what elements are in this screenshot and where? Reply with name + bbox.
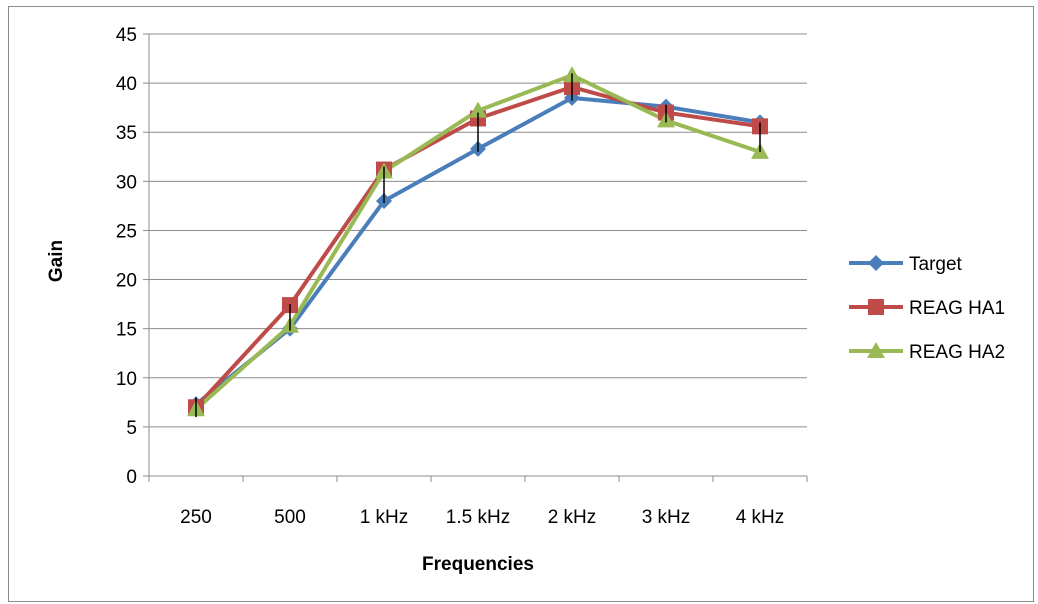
x-axis-title: Frequencies xyxy=(422,554,534,575)
y-tick-label-1: 5 xyxy=(126,418,137,439)
y-tick-label-8: 40 xyxy=(116,74,137,95)
y-tick-label-6: 30 xyxy=(116,172,137,193)
legend-entry-0: Target xyxy=(849,254,963,275)
gridlines xyxy=(149,33,807,428)
x-tick-label-6: 4 kHz xyxy=(736,507,785,528)
legend-swatch-marker-1 xyxy=(868,299,884,315)
legend-label-0: Target xyxy=(909,254,963,275)
legend-entry-1: REAG HA1 xyxy=(849,298,1005,319)
x-tick-label-4: 2 kHz xyxy=(548,507,597,528)
line-chart: 0 5 10 15 20 25 30 35 40 45 250 500 1 kHz 1.5 kHz 2 k… xyxy=(46,25,1005,575)
axes xyxy=(143,33,808,482)
y-tick-label-2: 10 xyxy=(116,369,137,390)
chart-frame: 0 5 10 15 20 25 30 35 40 45 250 500 1 kHz 1.5 kHz 2 k… xyxy=(8,6,1034,602)
error-bars xyxy=(195,73,761,418)
x-tick-label-2: 1 kHz xyxy=(360,507,409,528)
y-tick-label-3: 15 xyxy=(116,320,137,341)
y-tick-label-4: 20 xyxy=(116,271,137,292)
x-tick-label-0: 250 xyxy=(180,507,212,528)
y-axis-title: Gain xyxy=(46,240,67,282)
legend: Target REAG HA1 REAG HA2 xyxy=(849,254,1005,363)
legend-swatch-marker-2 xyxy=(867,342,885,358)
x-tick-label-3: 1.5 kHz xyxy=(446,507,510,528)
x-tick-labels: 250 500 1 kHz 1.5 kHz 2 kHz 3 kHz 4 kHz xyxy=(180,507,784,528)
y-tick-labels: 0 5 10 15 20 25 30 35 40 45 xyxy=(116,25,137,488)
y-tick-label-5: 25 xyxy=(116,221,137,242)
legend-entry-2: REAG HA2 xyxy=(849,342,1005,363)
x-tick-label-1: 500 xyxy=(274,507,306,528)
y-tick-label-9: 45 xyxy=(116,25,137,46)
legend-label-2: REAG HA2 xyxy=(909,342,1005,363)
series-2-point-3 xyxy=(469,101,487,118)
y-tick-label-0: 0 xyxy=(126,467,137,488)
y-tick-label-7: 35 xyxy=(116,123,137,144)
x-tick-label-5: 3 kHz xyxy=(642,507,691,528)
legend-swatch-marker-0 xyxy=(868,255,884,271)
legend-label-1: REAG HA1 xyxy=(909,298,1005,319)
